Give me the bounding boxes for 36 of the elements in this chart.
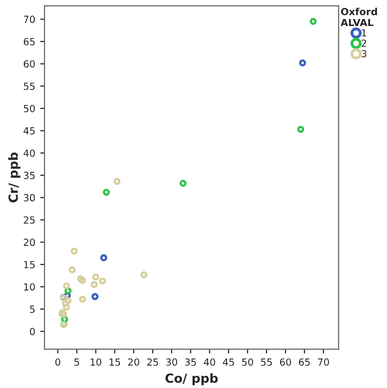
x-tick-label: 10 [90, 358, 102, 366]
x-tick-label: 5 [74, 358, 80, 366]
x-tick-label: 65 [298, 358, 310, 366]
y-tick-label: 10 [24, 283, 35, 291]
x-tick-label: 35 [185, 358, 196, 366]
x-tick-label: 25 [147, 358, 158, 366]
y-tick-label: 65 [24, 38, 35, 46]
y-tick-label: 60 [24, 60, 35, 68]
x-tick-label: 45 [222, 358, 234, 366]
legend-label: 2 [362, 40, 366, 47]
y-tick-label: 20 [24, 238, 35, 246]
x-tick-label: 70 [318, 358, 329, 366]
x-tick-label: 50 [242, 358, 254, 366]
legend-label: 1 [362, 29, 366, 36]
y-tick-label: 25 [24, 216, 35, 224]
x-tick-label: 15 [110, 358, 120, 366]
x-tick-label: 40 [204, 358, 216, 366]
y-tick-label: 15 [24, 261, 35, 268]
y-tick-label: 40 [24, 149, 35, 157]
y-tick-label: 35 [24, 172, 35, 180]
legend-title: Oxford ALVAL [340, 8, 377, 26]
x-axis-title: Co/ ppb [165, 373, 218, 386]
x-tick-label: 60 [280, 358, 292, 366]
x-tick-label: 20 [128, 358, 140, 366]
y-tick-label: 45 [24, 127, 35, 135]
legend-label: 3 [362, 50, 366, 58]
y-axis-title: Cr/ ppb [8, 152, 20, 202]
y-tick-label: 0 [30, 328, 35, 336]
x-tick-label: 0 [55, 358, 60, 366]
y-tick-label: 30 [24, 194, 35, 202]
y-tick-label: 5 [30, 306, 35, 313]
x-tick-label: 30 [166, 358, 178, 366]
y-tick-label: 55 [24, 82, 35, 90]
y-tick-label: 50 [24, 104, 35, 112]
x-tick-label: 55 [261, 358, 272, 366]
y-tick-label: 70 [24, 16, 35, 24]
